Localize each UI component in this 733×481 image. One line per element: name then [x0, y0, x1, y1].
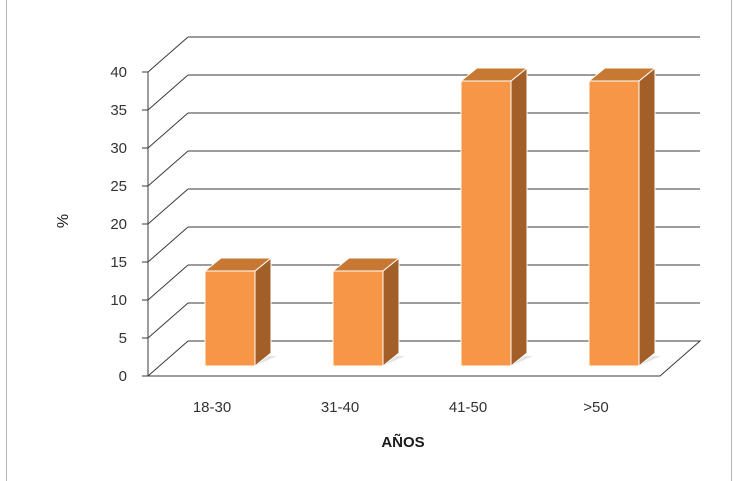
bar — [203, 256, 277, 368]
gridline-side — [147, 264, 189, 301]
y-tick-label: 35 — [110, 102, 127, 119]
bar-side-face — [510, 66, 528, 368]
bar-front-face — [332, 270, 384, 367]
gridline-side — [147, 74, 189, 111]
chart-floor — [146, 340, 702, 377]
gridline-side — [147, 112, 189, 149]
x-tick-label: >50 — [583, 399, 608, 416]
y-axis-title: % — [55, 214, 72, 228]
y-tick-label: 10 — [110, 292, 127, 309]
x-tick-label: 18-30 — [193, 399, 231, 416]
floor-outline — [146, 340, 702, 377]
x-axis-ticks: 18-30 31-40 41-50 >50 — [193, 399, 609, 416]
gridline-side — [147, 188, 189, 225]
bar-front-face — [204, 270, 256, 367]
x-tick-label: 31-40 — [321, 399, 359, 416]
y-tick-label: 0 — [119, 368, 127, 385]
bar-front-face — [588, 80, 640, 367]
bar-side-face — [254, 256, 272, 368]
y-tick-label: 15 — [110, 254, 127, 271]
chart-frame — [6, 0, 732, 481]
y-tick-label: 30 — [110, 140, 127, 157]
bar — [587, 66, 661, 368]
bar-front-face — [460, 80, 512, 367]
bar — [459, 66, 533, 368]
bar-side-face — [638, 66, 656, 368]
gridline-side — [147, 302, 189, 339]
x-axis-title: AÑOS — [381, 433, 424, 451]
gridline-side — [147, 150, 189, 187]
y-tick-label: 40 — [110, 64, 127, 81]
y-tick-label: 20 — [110, 216, 127, 233]
gridline-side — [147, 226, 189, 263]
y-axis-ticks: 0 5 10 15 20 25 30 35 40 — [110, 64, 148, 385]
bar-side-face — [382, 256, 400, 368]
y-tick-label: 5 — [119, 330, 127, 347]
bar — [331, 256, 405, 368]
bars — [203, 66, 661, 368]
x-tick-label: 41-50 — [449, 399, 487, 416]
gridline-side — [147, 36, 189, 73]
y-tick-label: 25 — [110, 178, 127, 195]
